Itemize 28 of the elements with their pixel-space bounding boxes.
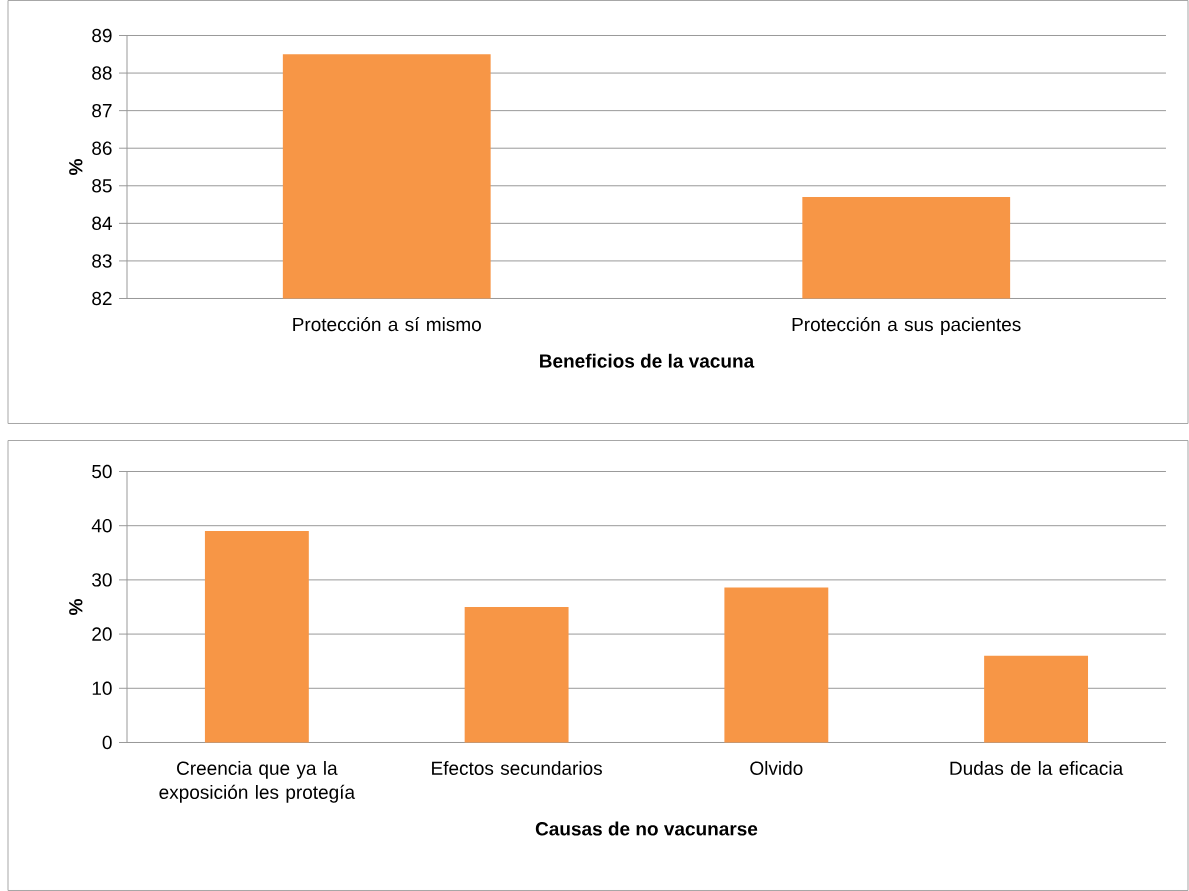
y-tick-label: 87 [92, 103, 112, 118]
y-tick-label: 83 [92, 254, 112, 268]
x-tick-label: Creencia que ya la exposición les protegía [159, 761, 356, 803]
x-axis-title: Causas de no vacunarse [535, 821, 758, 836]
y-tick-label: 0 [102, 735, 112, 750]
bar [724, 587, 829, 743]
x-tick-label: Dudas de la eficacia [950, 761, 1124, 775]
x-tick-label: Protección a sí mismo [293, 317, 481, 332]
y-tick-label: 20 [92, 627, 112, 641]
y-axis-title: % [69, 599, 83, 615]
x-tick-label: Olvido [750, 761, 803, 775]
y-tick-label: 40 [91, 518, 112, 533]
y-tick-label: 88 [92, 66, 112, 80]
y-tick-label: 89 [92, 28, 112, 43]
x-tick-label: Efectos secundarios [432, 761, 602, 775]
bar [984, 655, 1089, 743]
bar [464, 606, 569, 743]
y-tick-label: 86 [92, 141, 112, 155]
y-axis-title: % [69, 159, 83, 175]
y-tick-label: 10 [92, 681, 112, 696]
y-tick-label: 85 [92, 179, 112, 193]
bar [204, 531, 309, 743]
x-axis-title: Beneficios de la vacuna [540, 353, 755, 368]
y-tick-label: 50 [92, 464, 112, 479]
x-tick-label: Protección a sus pacientes [792, 317, 1021, 335]
y-tick-label: 84 [92, 216, 112, 231]
y-tick-label: 30 [92, 573, 112, 587]
y-tick-label: 82 [92, 291, 112, 306]
